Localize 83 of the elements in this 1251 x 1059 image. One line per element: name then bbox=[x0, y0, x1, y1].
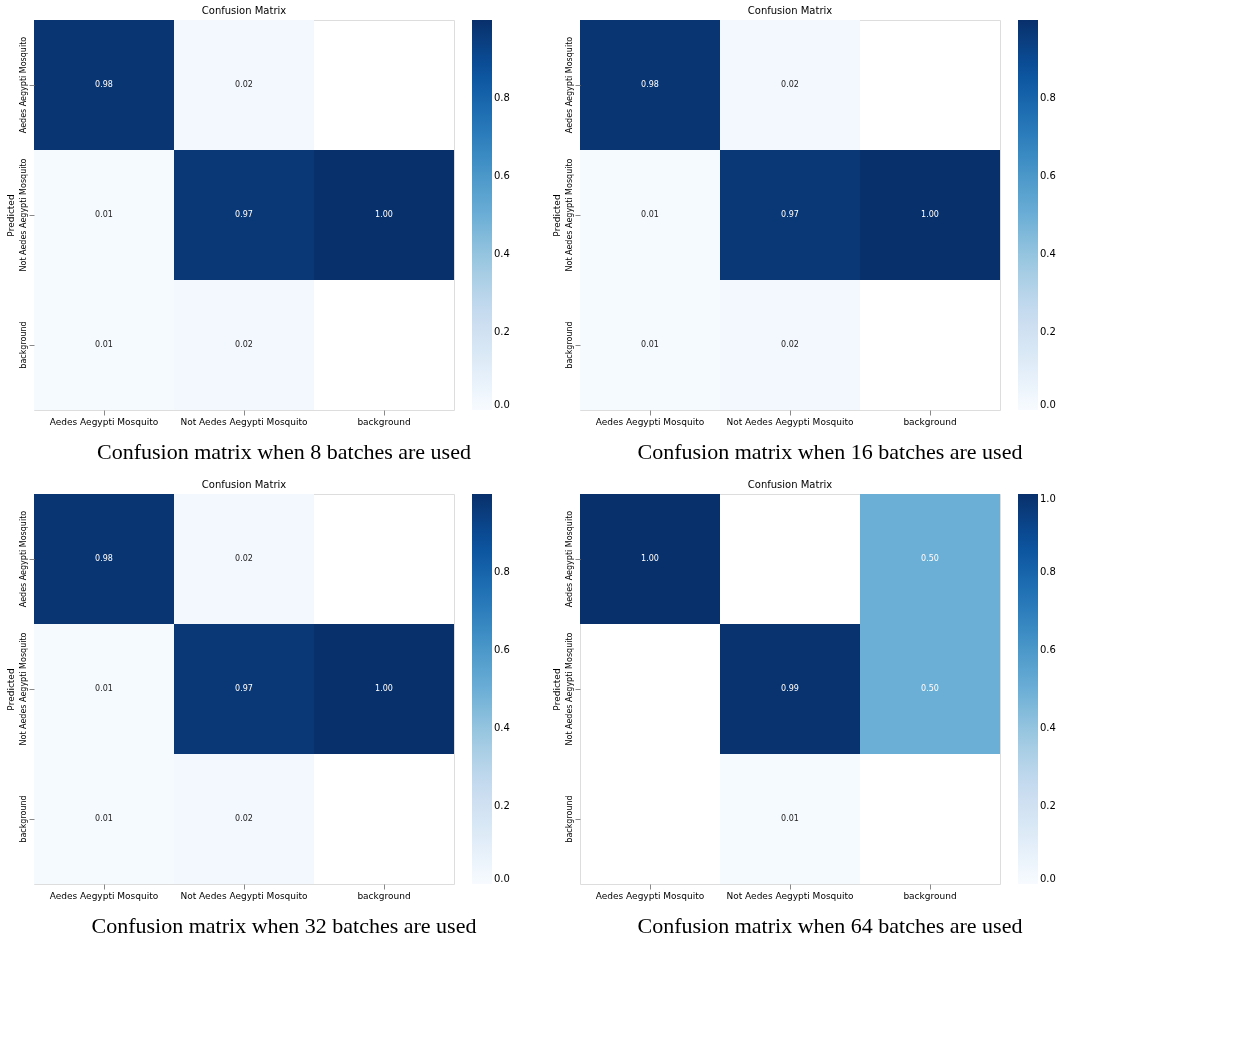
text: Confusion matrix when 32 batches are used bbox=[91, 913, 477, 938]
color-bar-label: 0.4 bbox=[494, 722, 510, 733]
data-label: 0.01 bbox=[641, 340, 659, 349]
data-label: 0.02 bbox=[235, 814, 253, 823]
y-tick-label: Not Aedes Aegypti Mosquito bbox=[564, 158, 574, 272]
data-label: 1.00 bbox=[375, 210, 393, 219]
text: Confusion matrix when 8 batches are used bbox=[97, 439, 471, 464]
x-tick-label: Not Aedes Aegypti Mosquito bbox=[726, 890, 855, 901]
data-label: 0.98 bbox=[641, 80, 659, 89]
data-label: 0.50 bbox=[921, 554, 939, 563]
data-label: 0.97 bbox=[235, 210, 253, 219]
y-axis-title: Predicted bbox=[551, 194, 562, 237]
data-label: 1.00 bbox=[921, 210, 939, 219]
y-axis-title: Predicted bbox=[551, 668, 562, 711]
color-bar-label: 0.0 bbox=[1040, 873, 1056, 884]
y-tick-label: Not Aedes Aegypti Mosquito bbox=[18, 632, 28, 746]
color-bar-label: 0.4 bbox=[494, 248, 510, 259]
data-label: 0.98 bbox=[95, 554, 113, 563]
data-label: 0.02 bbox=[235, 554, 253, 563]
color-bar-label: 0.8 bbox=[1040, 92, 1056, 103]
data-label: 0.02 bbox=[781, 80, 799, 89]
chart-title: Confusion Matrix bbox=[201, 479, 287, 490]
chart-title: Confusion Matrix bbox=[747, 479, 833, 490]
chart-title: Confusion Matrix bbox=[747, 5, 833, 16]
y-tick-label: background bbox=[18, 321, 28, 369]
color-bar-label: 0.0 bbox=[494, 873, 510, 884]
data-label: 0.02 bbox=[235, 340, 253, 349]
y-tick-label: background bbox=[564, 795, 574, 843]
color-bar-label: 0.6 bbox=[1040, 644, 1056, 655]
color-bar-label: 0.6 bbox=[494, 644, 510, 655]
color-bar-label: 0.6 bbox=[494, 170, 510, 181]
color-bar-label: 0.8 bbox=[1040, 566, 1056, 577]
color-bar-label: 0.0 bbox=[1040, 399, 1056, 410]
color-bar-label: 0.8 bbox=[494, 92, 510, 103]
x-tick-label: Aedes Aegypti Mosquito bbox=[49, 890, 159, 901]
y-tick-label: background bbox=[18, 795, 28, 843]
text: Confusion matrix when 16 batches are used bbox=[637, 439, 1023, 464]
x-tick-label: Aedes Aegypti Mosquito bbox=[595, 890, 705, 901]
color-bar-label: 0.2 bbox=[494, 800, 510, 811]
data-label: 0.01 bbox=[95, 814, 113, 823]
y-tick-label: Aedes Aegypti Mosquito bbox=[18, 36, 28, 134]
color-bar-label: 0.8 bbox=[494, 566, 510, 577]
color-bar-label: 0.2 bbox=[1040, 326, 1056, 337]
x-tick-label: background bbox=[357, 416, 411, 427]
data-label: 0.99 bbox=[781, 684, 799, 693]
data-label: 0.98 bbox=[95, 80, 113, 89]
y-tick-label: Aedes Aegypti Mosquito bbox=[564, 36, 574, 134]
data-label: 0.01 bbox=[95, 340, 113, 349]
y-tick-label: Not Aedes Aegypti Mosquito bbox=[564, 632, 574, 746]
data-label: 0.97 bbox=[235, 684, 253, 693]
color-bar-label: 0.0 bbox=[494, 399, 510, 410]
x-tick-label: Not Aedes Aegypti Mosquito bbox=[180, 416, 309, 427]
x-tick-label: Aedes Aegypti Mosquito bbox=[595, 416, 705, 427]
data-label: 0.97 bbox=[781, 210, 799, 219]
y-tick-label: Aedes Aegypti Mosquito bbox=[564, 510, 574, 608]
y-axis-title: Predicted bbox=[5, 668, 16, 711]
x-tick-label: Not Aedes Aegypti Mosquito bbox=[180, 890, 309, 901]
color-bar-label: 1.0 bbox=[1040, 493, 1056, 504]
data-label: 0.02 bbox=[235, 80, 253, 89]
x-tick-label: background bbox=[357, 890, 411, 901]
data-label: 0.01 bbox=[641, 210, 659, 219]
color-bar-label: 0.4 bbox=[1040, 248, 1056, 259]
color-bar-label: 0.2 bbox=[1040, 800, 1056, 811]
color-bar-label: 0.2 bbox=[494, 326, 510, 337]
x-tick-label: Aedes Aegypti Mosquito bbox=[49, 416, 159, 427]
y-tick-label: background bbox=[564, 321, 574, 369]
y-axis-title: Predicted bbox=[5, 194, 16, 237]
y-tick-label: Aedes Aegypti Mosquito bbox=[18, 510, 28, 608]
data-label: 0.01 bbox=[95, 210, 113, 219]
x-tick-label: background bbox=[903, 890, 957, 901]
chart-title: Confusion Matrix bbox=[201, 5, 287, 16]
color-bar-label: 0.6 bbox=[1040, 170, 1056, 181]
x-tick-label: Not Aedes Aegypti Mosquito bbox=[726, 416, 855, 427]
y-tick-label: Not Aedes Aegypti Mosquito bbox=[18, 158, 28, 272]
data-label: 0.02 bbox=[781, 340, 799, 349]
text: Confusion matrix when 64 batches are used bbox=[637, 913, 1023, 938]
data-label: 1.00 bbox=[375, 684, 393, 693]
color-bar-label: 0.4 bbox=[1040, 722, 1056, 733]
data-label: 1.00 bbox=[641, 554, 659, 563]
x-tick-label: background bbox=[903, 416, 957, 427]
data-label: 0.01 bbox=[95, 684, 113, 693]
data-label: 0.50 bbox=[921, 684, 939, 693]
data-label: 0.01 bbox=[781, 814, 799, 823]
